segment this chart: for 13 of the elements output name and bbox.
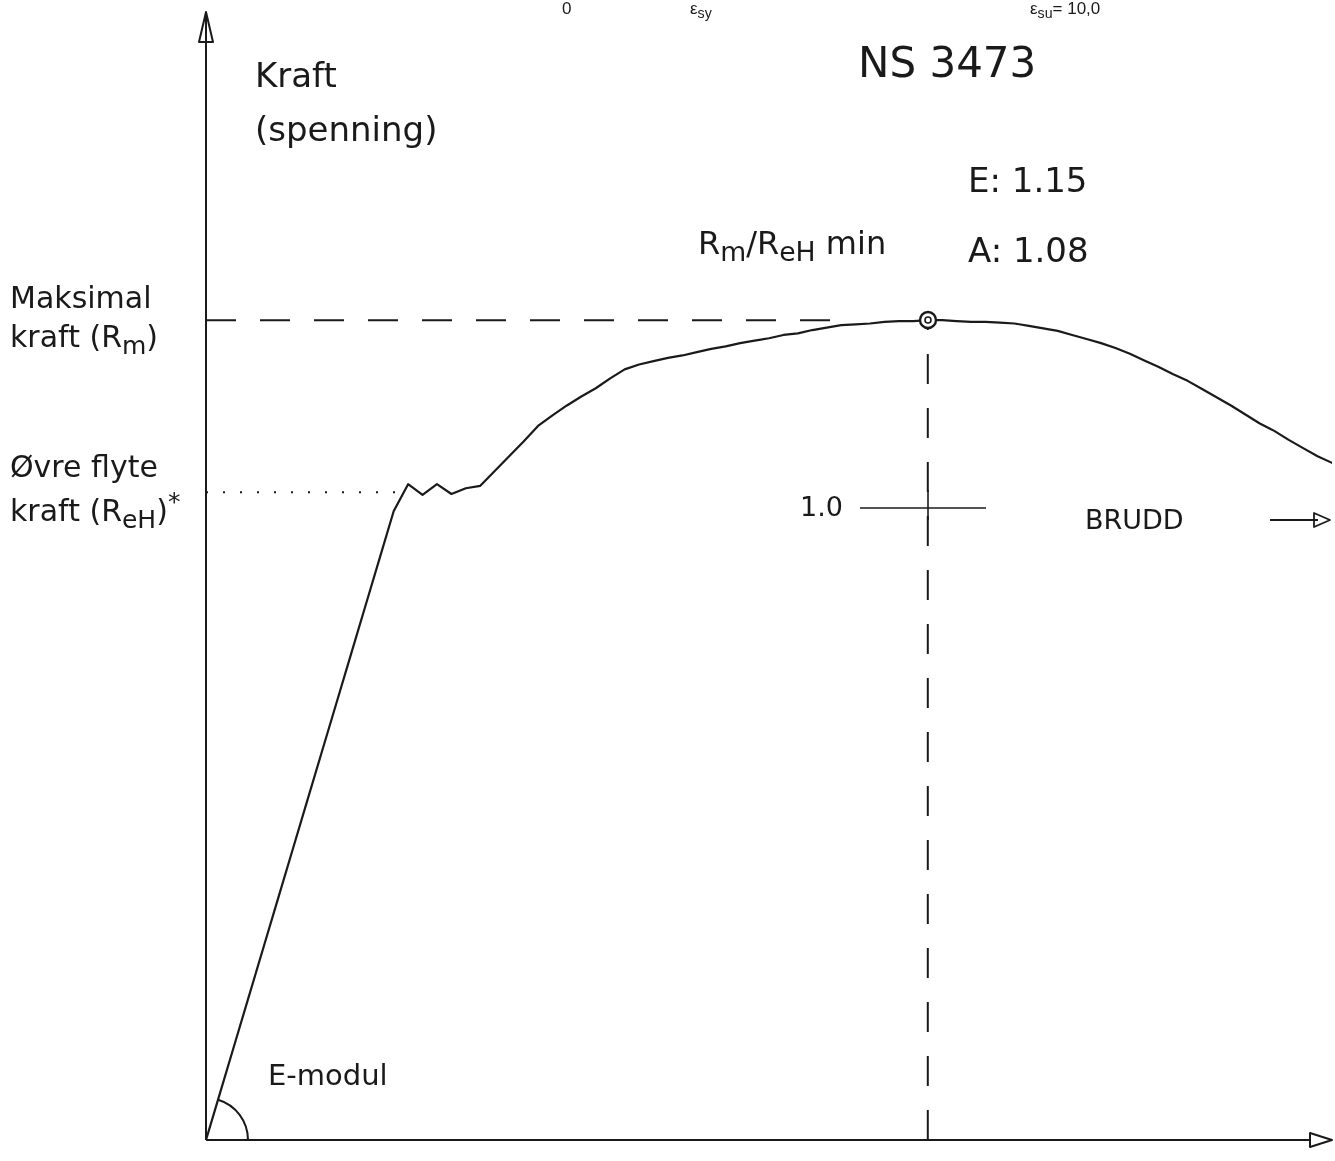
text: R$_{m}$/R$_{eH}$ min [698,224,887,268]
text: E: 1.15 [968,160,1088,200]
text: ε$_{sy}$ [690,0,712,22]
ref-line-label: Maksimal kraft (R$_{m}$) [10,278,160,362]
text: 0 [562,0,572,19]
annotation: 1.0 [800,491,843,522]
text: ε$_{su}$= 10,0 [1030,0,1101,22]
ref-line-label: Øvre flyte kraft (R$_{eH}$)$^{*}$ [10,448,182,537]
text: A: 1.08 [968,230,1089,270]
annotation: E-modul [268,1058,388,1092]
chart-title: NS 3473 [858,38,1037,87]
annotation: BRUDD [1085,504,1184,535]
text: Kraft (spenning) [255,54,439,152]
